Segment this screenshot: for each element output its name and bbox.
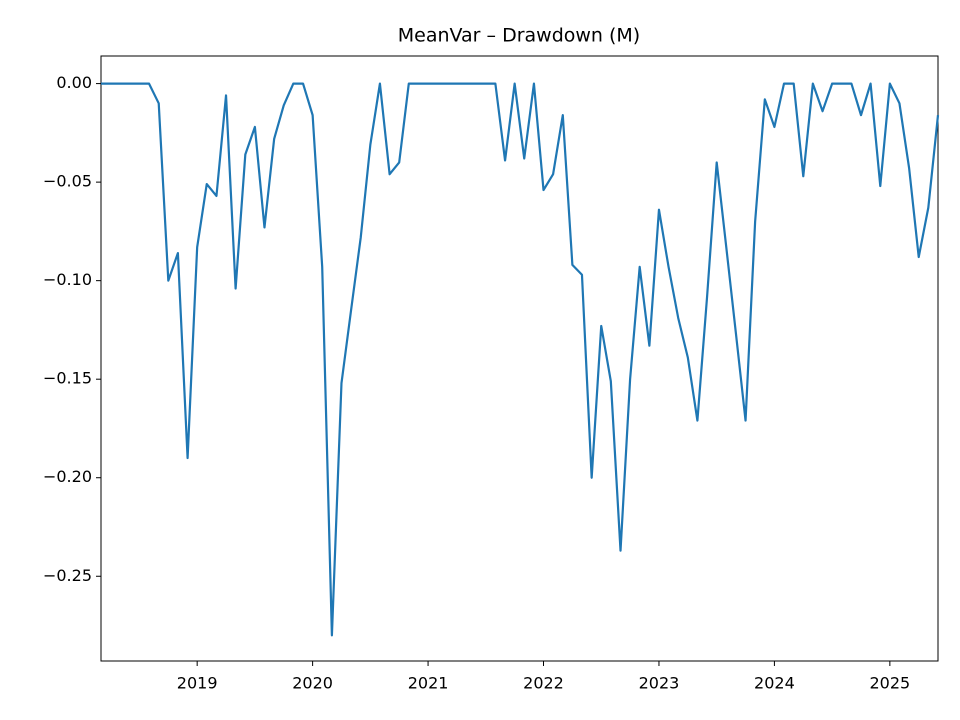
y-tick-label: −0.15	[43, 369, 92, 388]
y-tick-label: −0.25	[43, 566, 92, 585]
x-tick-label: 2024	[754, 674, 795, 693]
x-tick-label: 2021	[408, 674, 449, 693]
x-tick-label: 2023	[639, 674, 680, 693]
y-tick-label: 0.00	[56, 73, 92, 92]
x-tick-label: 2022	[523, 674, 564, 693]
y-tick-label: −0.10	[43, 270, 92, 289]
y-tick-label: −0.05	[43, 172, 92, 191]
plot-frame	[100, 55, 939, 662]
x-tick-label: 2019	[177, 674, 218, 693]
x-tick-label: 2025	[869, 674, 910, 693]
chart-title: MeanVar – Drawdown (M)	[398, 25, 640, 47]
line	[101, 82, 940, 637]
x-tick-label: 2020	[292, 674, 333, 693]
y-tick-label: −0.20	[43, 467, 92, 486]
